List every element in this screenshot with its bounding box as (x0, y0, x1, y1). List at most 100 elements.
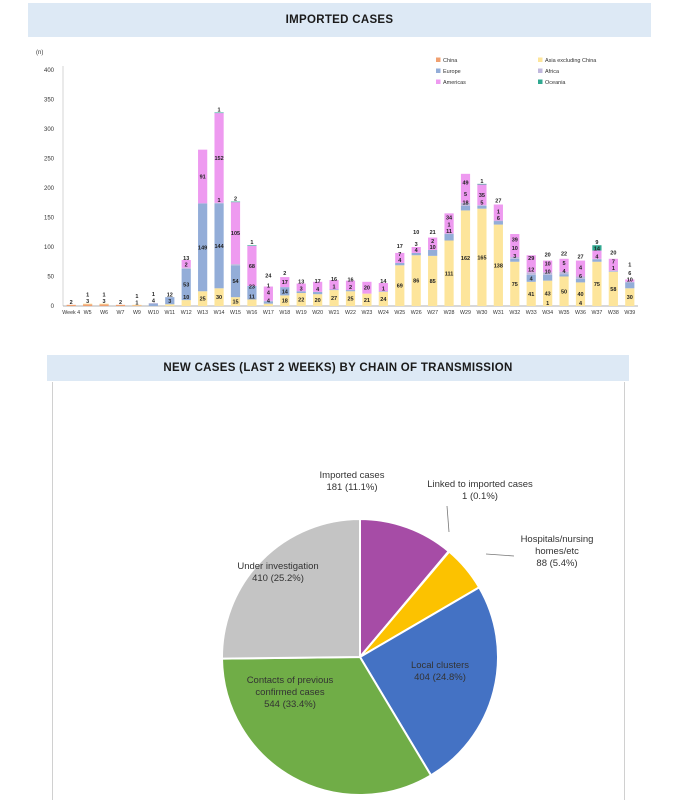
data-label: 5 (480, 201, 483, 207)
data-label: 27 (495, 198, 501, 204)
data-label: 17 (282, 280, 288, 286)
bar-segment (625, 282, 635, 289)
data-label: 35 (479, 193, 485, 199)
pie-label: 88 (5.4%) (536, 558, 577, 569)
data-label: 27 (577, 255, 583, 261)
data-label: 2 (185, 263, 188, 269)
data-label: 3 (300, 286, 303, 292)
x-tick-label: W28 (444, 310, 455, 316)
data-label: 16 (331, 277, 337, 283)
data-label: 1 (135, 300, 138, 306)
bar-segment (329, 280, 339, 290)
bar-segment (165, 297, 175, 305)
bar-segment (165, 304, 175, 306)
pie-label: Local clusters (411, 660, 469, 671)
data-label: 111 (445, 271, 454, 277)
bar-segment (608, 271, 618, 306)
x-tick-label: W11 (165, 310, 176, 316)
y-tick-label: 150 (44, 216, 55, 222)
data-label: 58 (610, 287, 616, 293)
legend-swatch (538, 57, 543, 62)
data-label: 25 (347, 297, 353, 303)
bar-segment (477, 184, 487, 206)
data-label: 20 (315, 298, 321, 304)
x-tick-label: W32 (509, 310, 520, 316)
data-label: 12 (528, 267, 534, 273)
data-label: 16 (347, 277, 353, 283)
y-axis-label: (n) (36, 50, 43, 56)
pie-label: Contacts of previous (247, 675, 334, 686)
data-label: 53 (183, 282, 189, 288)
data-label: 3 (415, 242, 418, 248)
bar-segment (428, 237, 438, 250)
bar-segment (592, 250, 602, 259)
legend-entry: Americas (443, 80, 466, 86)
bar-segment (83, 303, 93, 305)
legend-entry: Oceania (545, 80, 566, 86)
x-tick-label: W24 (378, 310, 389, 316)
bar-segment (313, 291, 323, 295)
x-tick-label: W7 (117, 310, 125, 316)
y-tick-label: 350 (44, 98, 55, 104)
pie-label: 1 (0.1%) (462, 491, 498, 502)
data-label: 20 (364, 286, 370, 292)
data-label: 30 (627, 295, 633, 301)
data-label: 144 (214, 244, 224, 250)
data-label: 4 (152, 299, 156, 305)
bar-segment (247, 245, 257, 286)
x-tick-label: W33 (526, 310, 537, 316)
bar-segment (559, 274, 569, 277)
y-tick-label: 250 (44, 157, 55, 163)
data-label: 1 (333, 284, 336, 290)
bar-segment (345, 291, 356, 306)
bar-segment (263, 303, 273, 306)
bar-segment (230, 201, 241, 203)
data-label: 4 (398, 258, 402, 264)
x-tick-label: W19 (296, 310, 307, 316)
bar-segment (214, 202, 224, 204)
pie-label: Linked to imported cases (427, 479, 533, 490)
bar-segment (493, 204, 503, 221)
x-tick-label: W9 (133, 310, 141, 316)
data-label: 21 (364, 298, 370, 304)
data-label: 1 (218, 107, 221, 113)
bar-segment (247, 285, 257, 300)
leader-line (446, 505, 450, 533)
data-label: 6 (579, 274, 582, 280)
data-label: 165 (477, 255, 486, 261)
x-tick-label: W12 (181, 310, 192, 316)
x-tick-label: W15 (230, 310, 241, 316)
data-label: 2 (349, 285, 352, 291)
bar-segment (296, 293, 306, 306)
data-label: 27 (331, 296, 337, 302)
bar-segment (378, 291, 388, 292)
data-label: 9 (595, 240, 598, 246)
y-tick-label: 200 (44, 186, 55, 192)
data-label: 20 (545, 252, 551, 258)
data-label: 1 (546, 301, 549, 307)
bar-segment (296, 283, 306, 292)
bar-segment (313, 294, 323, 306)
data-label: 49 (462, 180, 468, 186)
data-label: 50 (561, 289, 567, 295)
bar-segment (510, 257, 520, 259)
pie-label: 404 (24.8%) (414, 672, 466, 683)
pie-label: Under investigation (237, 561, 318, 572)
data-label: 3 (103, 299, 106, 305)
bar-segment (510, 258, 520, 262)
data-label: 10 (430, 245, 436, 251)
data-label: 11 (446, 229, 452, 235)
x-tick-label: W35 (559, 310, 570, 316)
legend-entry: Africa (545, 69, 560, 75)
bar-segment (428, 249, 438, 256)
x-tick-label: W22 (345, 310, 356, 316)
bar-segment (362, 293, 372, 306)
bar-segment (280, 287, 290, 296)
x-tick-label: W6 (100, 310, 108, 316)
bar-segment (559, 258, 569, 272)
bar-segment (411, 255, 421, 306)
bar-segment (214, 288, 224, 306)
bar-segment (592, 261, 602, 306)
bar-segment (493, 220, 503, 222)
data-label: 18 (282, 299, 288, 305)
